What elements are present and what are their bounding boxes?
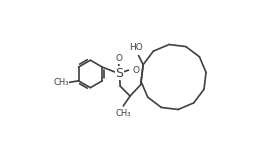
- Text: HO: HO: [129, 43, 143, 52]
- Text: CH₃: CH₃: [115, 109, 131, 118]
- Text: O: O: [132, 66, 139, 75]
- Text: CH₃: CH₃: [53, 78, 69, 87]
- Text: S: S: [115, 67, 123, 80]
- Text: O: O: [115, 54, 122, 63]
